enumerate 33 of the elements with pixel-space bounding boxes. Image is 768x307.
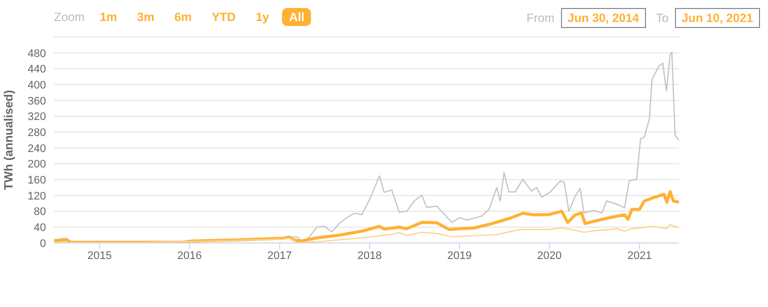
y-tick-label: 480 [28,48,46,60]
y-tick-label: 120 [28,190,46,202]
text: Jun 10, 2021 [674,8,760,28]
x-tick-label: 2018 [357,250,382,262]
x-tick-label: 2019 [447,250,472,262]
x-tick-label: 2015 [87,250,112,262]
y-tick-label: 160 [28,174,46,187]
text: Zoom [54,10,85,24]
y-tick-label: 320 [28,111,46,124]
text: 1y [254,9,270,26]
text: 6m [173,9,193,26]
x-tick-label: 2021 [627,250,652,262]
y-tick-label: 40 [34,222,46,234]
text: 1m [98,9,118,26]
y-tick-label: 80 [34,206,46,218]
y-tick-label: 440 [28,64,46,76]
y-tick-label: 360 [28,95,46,108]
text: From [526,11,555,25]
text: 3m [136,9,156,26]
x-tick-label: 2017 [267,250,292,262]
y-tick-label: 200 [28,158,46,171]
line-series [54,224,679,243]
text: Jun 30, 2014 [560,8,646,28]
y-tick-label: 0 [40,238,46,250]
y-axis-title: TWh (annualised) [1,90,16,190]
x-tick-label: 2020 [537,250,562,262]
y-tick-label: 400 [28,79,46,92]
y-tick-label: 280 [28,126,46,139]
y-tick-label: 240 [28,142,46,155]
x-tick-label: 2016 [177,250,202,262]
text: All [282,8,312,26]
text: YTD [210,9,237,26]
text: To [656,11,669,25]
